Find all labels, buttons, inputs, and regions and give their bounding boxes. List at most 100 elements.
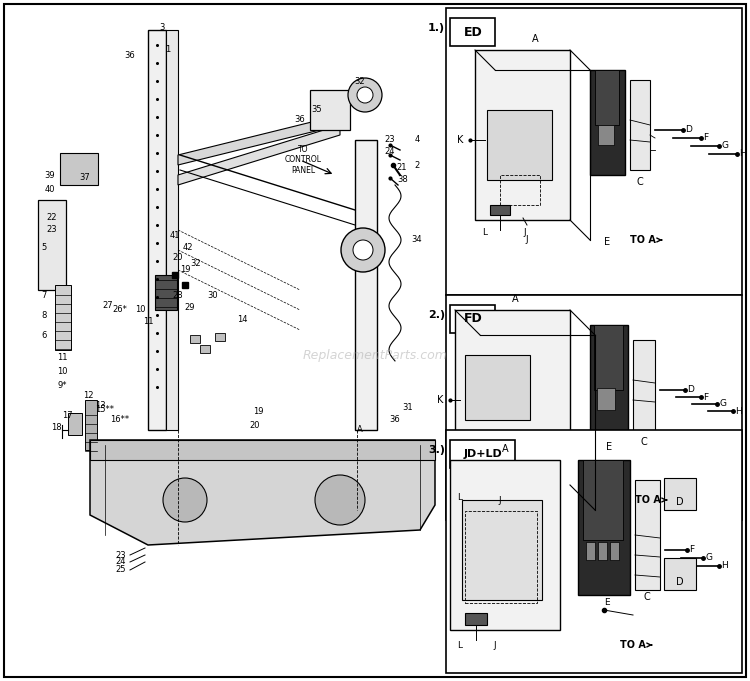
- Text: TO
CONTROL
PANEL: TO CONTROL PANEL: [284, 145, 322, 175]
- Text: 23: 23: [385, 136, 395, 144]
- Bar: [610, 542, 619, 560]
- Text: F: F: [689, 545, 694, 554]
- Text: 1: 1: [165, 46, 170, 54]
- Text: G: G: [721, 142, 728, 151]
- Text: 37: 37: [80, 174, 90, 183]
- Bar: [166, 30, 178, 430]
- Bar: [590, 325, 628, 440]
- Text: K: K: [457, 135, 463, 145]
- Text: JD+LD: JD+LD: [464, 449, 503, 459]
- Bar: [583, 460, 623, 540]
- Text: 3: 3: [159, 22, 165, 31]
- Circle shape: [163, 478, 207, 522]
- Bar: [664, 558, 696, 590]
- Text: 4: 4: [414, 136, 420, 144]
- Bar: [598, 542, 607, 560]
- Bar: [465, 511, 537, 603]
- Bar: [446, 8, 742, 295]
- Bar: [68, 413, 82, 435]
- Polygon shape: [90, 440, 435, 460]
- Text: 23: 23: [46, 225, 57, 234]
- Bar: [500, 175, 540, 205]
- Text: A: A: [512, 294, 518, 304]
- Text: 7: 7: [41, 291, 46, 300]
- Text: 15**: 15**: [95, 405, 115, 415]
- Bar: [446, 295, 742, 520]
- Text: 38: 38: [398, 176, 408, 185]
- Text: D: D: [685, 125, 692, 135]
- Text: L: L: [482, 228, 488, 237]
- Text: 27: 27: [103, 300, 113, 309]
- Text: F: F: [703, 392, 708, 402]
- Text: 31: 31: [403, 404, 413, 413]
- Bar: [598, 125, 614, 145]
- FancyArrowPatch shape: [181, 121, 342, 159]
- Text: ReplacementParts.com: ReplacementParts.com: [302, 349, 448, 362]
- Text: 42: 42: [183, 244, 194, 253]
- Text: 11: 11: [142, 317, 153, 326]
- Bar: [594, 325, 623, 390]
- Bar: [446, 430, 742, 673]
- Bar: [633, 340, 655, 435]
- Text: TO A: TO A: [630, 235, 662, 245]
- Bar: [586, 542, 595, 560]
- Text: 41: 41: [170, 230, 180, 240]
- Text: H: H: [735, 407, 742, 415]
- Text: TO A: TO A: [620, 640, 652, 650]
- Bar: [590, 70, 625, 175]
- Bar: [450, 460, 560, 630]
- Text: 6: 6: [41, 330, 46, 340]
- Bar: [480, 440, 525, 475]
- Polygon shape: [178, 125, 340, 185]
- Text: 32: 32: [355, 78, 365, 86]
- Bar: [597, 388, 615, 410]
- Text: G: G: [705, 554, 712, 563]
- Bar: [450, 440, 515, 468]
- Text: 36: 36: [390, 415, 400, 424]
- Text: ED: ED: [464, 25, 482, 39]
- Text: 35: 35: [312, 106, 322, 114]
- Bar: [465, 470, 485, 480]
- Text: 9*: 9*: [57, 381, 67, 390]
- Text: A: A: [532, 34, 538, 44]
- Text: E: E: [606, 442, 612, 452]
- Circle shape: [348, 78, 382, 112]
- Text: 23: 23: [116, 550, 126, 560]
- Text: 39: 39: [45, 170, 56, 180]
- Text: C: C: [640, 437, 647, 447]
- Text: 13: 13: [94, 400, 105, 409]
- Text: D: D: [676, 497, 684, 507]
- Text: J: J: [499, 496, 501, 505]
- Bar: [55, 285, 71, 350]
- Text: H: H: [721, 562, 728, 571]
- Text: H: H: [739, 150, 746, 159]
- Text: 20: 20: [172, 253, 183, 262]
- Text: 24: 24: [385, 148, 395, 157]
- Text: G: G: [719, 400, 726, 409]
- Bar: [310, 90, 350, 130]
- Text: 28: 28: [172, 291, 183, 300]
- Text: 5: 5: [41, 244, 46, 253]
- Text: 30: 30: [208, 291, 218, 300]
- Text: 20: 20: [250, 420, 260, 430]
- Bar: [578, 460, 630, 595]
- Text: 3.): 3.): [428, 445, 445, 455]
- Text: 2: 2: [414, 161, 420, 170]
- Bar: [450, 305, 495, 333]
- Bar: [462, 500, 542, 600]
- Text: 11: 11: [57, 353, 68, 362]
- Bar: [475, 50, 570, 220]
- Text: J: J: [524, 228, 526, 237]
- Bar: [60, 153, 98, 185]
- Text: 26*: 26*: [112, 306, 128, 315]
- Bar: [450, 18, 495, 46]
- Text: J: J: [494, 641, 496, 650]
- Text: 10: 10: [57, 368, 68, 377]
- Text: K: K: [436, 395, 443, 405]
- Bar: [635, 480, 660, 590]
- Circle shape: [341, 228, 385, 272]
- Text: J: J: [526, 235, 528, 244]
- Text: 10: 10: [135, 306, 146, 315]
- Bar: [490, 205, 510, 215]
- Text: D: D: [687, 385, 694, 394]
